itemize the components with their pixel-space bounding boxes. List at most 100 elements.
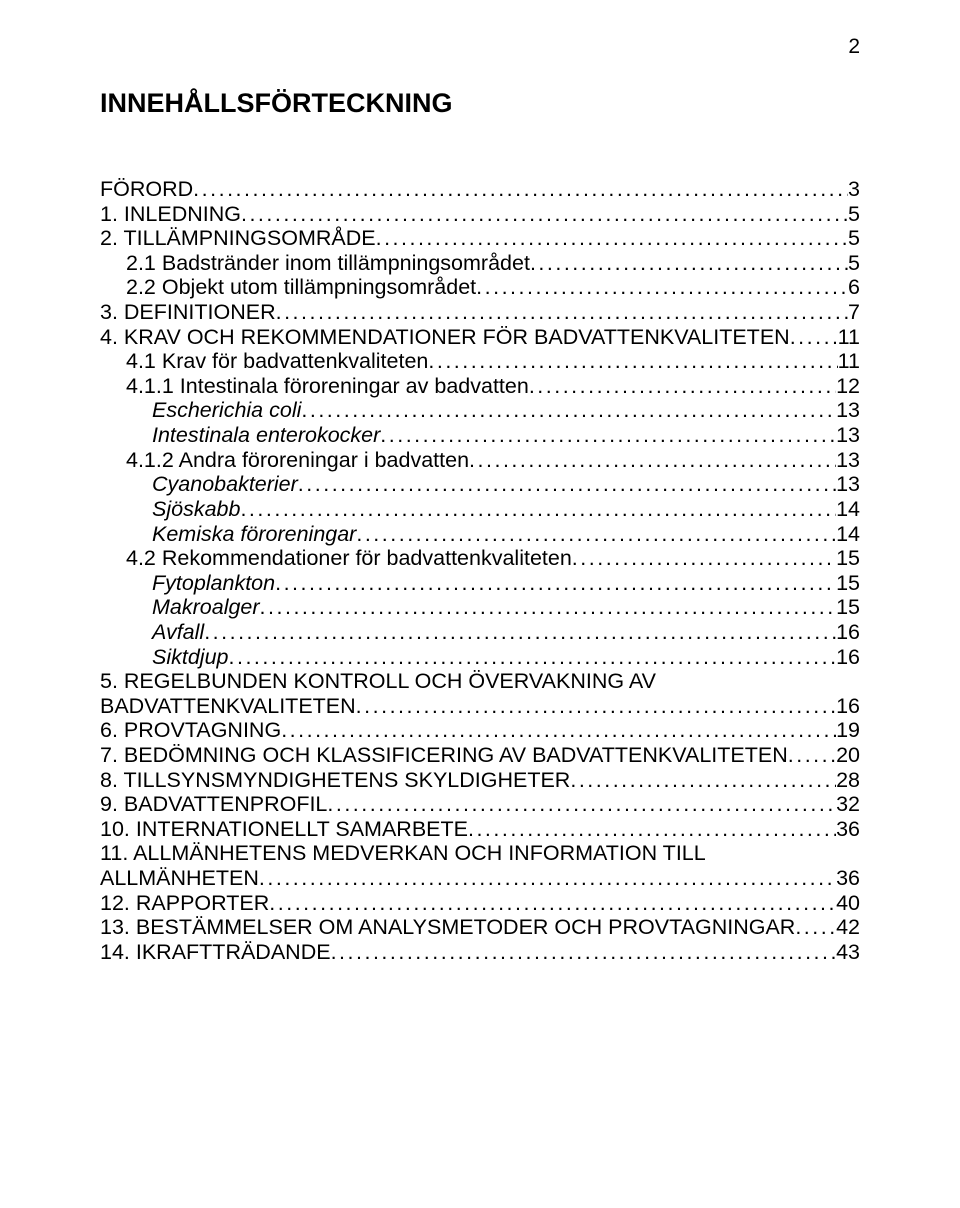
toc-entry-page: 43 xyxy=(836,940,860,965)
toc-entry: 1. INLEDNING 5 xyxy=(100,202,860,227)
toc-dot-leader xyxy=(301,398,836,423)
toc-entry: 13. BESTÄMMELSER OM ANALYSMETODER OCH PR… xyxy=(100,915,860,940)
toc-entry: 10. INTERNATIONELLT SAMARBETE 36 xyxy=(100,817,860,842)
toc-entry-label: Makroalger xyxy=(100,595,260,620)
toc-entry: Escherichia coli13 xyxy=(100,398,860,423)
toc-entry: 4.2 Rekommendationer för badvattenkvalit… xyxy=(100,546,860,571)
toc-entry-page: 19 xyxy=(836,718,860,743)
toc-dot-leader xyxy=(380,423,836,448)
toc-entry-page: 3 xyxy=(848,177,860,202)
toc-dot-leader xyxy=(204,620,836,645)
toc-entry-page: 40 xyxy=(836,891,860,916)
toc-dot-leader xyxy=(241,202,848,227)
toc-entry-label: 9. BADVATTENPROFIL xyxy=(100,792,327,817)
toc-entry: 4.1.1 Intestinala föroreningar av badvat… xyxy=(100,374,860,399)
toc-entry: BADVATTENKVALITETEN16 xyxy=(100,694,860,719)
toc-dot-leader xyxy=(240,497,836,522)
toc-entry-label: 12. RAPPORTER xyxy=(100,891,269,916)
toc-entry-page: 16 xyxy=(836,645,860,670)
toc-entry: Sjöskabb14 xyxy=(100,497,860,522)
toc-entry-page: 15 xyxy=(836,595,860,620)
toc-entry: 9. BADVATTENPROFIL 32 xyxy=(100,792,860,817)
toc-entry: 14. IKRAFTTRÄDANDE 43 xyxy=(100,940,860,965)
toc-dot-leader xyxy=(570,768,836,793)
toc-entry-label: 7. BEDÖMNING OCH KLASSIFICERING AV BADVA… xyxy=(100,743,788,768)
toc-entry: 4.1 Krav för badvattenkvaliteten11 xyxy=(100,349,860,374)
toc-entry-label: 2. TILLÄMPNINGSOMRÅDE xyxy=(100,226,376,251)
toc-entry: Kemiska föroreningar 14 xyxy=(100,522,860,547)
toc-dot-leader xyxy=(331,940,837,965)
toc-entry-page: 14 xyxy=(836,497,860,522)
toc-entry: 2.1 Badstränder inom tillämpningsområdet… xyxy=(100,251,860,276)
toc-entry-page: 20 xyxy=(836,743,860,768)
toc-entry-label: 8. TILLSYNSMYNDIGHETENS SKYLDIGHETER xyxy=(100,768,570,793)
toc-entry: 2.2 Objekt utom tillämpningsområdet 6 xyxy=(100,275,860,300)
toc-entry: Makroalger 15 xyxy=(100,595,860,620)
toc-entry-page: 15 xyxy=(836,546,860,571)
toc-entry-label: FÖRORD xyxy=(100,177,193,202)
toc-entry-label: Kemiska föroreningar xyxy=(100,522,356,547)
toc-entry-page: 5 xyxy=(848,202,860,227)
toc-entry: 4. KRAV OCH REKOMMENDATIONER FÖR BADVATT… xyxy=(100,325,860,350)
toc-dot-leader xyxy=(529,374,836,399)
toc-entry: 4.1.2 Andra föroreningar i badvatten13 xyxy=(100,448,860,473)
toc-entry-page: 36 xyxy=(836,866,860,891)
toc-entry-label: 10. INTERNATIONELLT SAMARBETE xyxy=(100,817,468,842)
toc-dot-leader xyxy=(281,718,836,743)
toc-entry-label: 4.1.1 Intestinala föroreningar av badvat… xyxy=(100,374,529,399)
toc-dot-leader xyxy=(229,645,837,670)
toc-dot-leader xyxy=(275,571,836,596)
toc-entry-label: Cyanobakterier xyxy=(100,472,298,497)
toc-entry-page: 15 xyxy=(836,571,860,596)
toc-entry: Cyanobakterier 13 xyxy=(100,472,860,497)
toc-entry: 7. BEDÖMNING OCH KLASSIFICERING AV BADVA… xyxy=(100,743,860,768)
toc-dot-leader xyxy=(260,595,837,620)
toc-entry-label: 6. PROVTAGNING xyxy=(100,718,281,743)
toc-entry-label: Fytoplankton xyxy=(100,571,275,596)
toc-entry-label: 5. REGELBUNDEN KONTROLL OCH ÖVERVAKNING … xyxy=(100,669,656,694)
toc-entry-page: 36 xyxy=(836,817,860,842)
toc-entry: 6. PROVTAGNING 19 xyxy=(100,718,860,743)
toc-dot-leader xyxy=(259,866,836,891)
toc-dot-leader xyxy=(795,915,836,940)
toc-entry: 8. TILLSYNSMYNDIGHETENS SKYLDIGHETER28 xyxy=(100,768,860,793)
toc-title: INNEHÅLLSFÖRTECKNING xyxy=(100,88,860,119)
toc-entry-page: 6 xyxy=(848,275,860,300)
toc-dot-leader xyxy=(356,694,836,719)
toc-entry-label: 14. IKRAFTTRÄDANDE xyxy=(100,940,331,965)
toc-dot-leader xyxy=(298,472,836,497)
toc-dot-leader xyxy=(468,817,836,842)
toc-entry-page: 42 xyxy=(836,915,860,940)
toc-entry-label: 13. BESTÄMMELSER OM ANALYSMETODER OCH PR… xyxy=(100,915,795,940)
toc-entry-page: 7 xyxy=(848,300,860,325)
toc-entry: 12. RAPPORTER 40 xyxy=(100,891,860,916)
toc-entry: Siktdjup16 xyxy=(100,645,860,670)
toc-entry-page: 14 xyxy=(836,522,860,547)
toc-entry: Fytoplankton 15 xyxy=(100,571,860,596)
page-number: 2 xyxy=(848,35,860,59)
toc-entry-page: 12 xyxy=(836,374,860,399)
toc-dot-leader xyxy=(356,522,836,547)
toc-entry-page: 13 xyxy=(836,472,860,497)
toc-entry-label: BADVATTENKVALITETEN xyxy=(100,694,356,719)
toc-entry-page: 5 xyxy=(848,251,860,276)
toc-entry-page: 5 xyxy=(848,226,860,251)
toc-entry-label: 1. INLEDNING xyxy=(100,202,241,227)
toc-entry: 2. TILLÄMPNINGSOMRÅDE 5 xyxy=(100,226,860,251)
toc-entry-page: 32 xyxy=(836,792,860,817)
toc-entry-label: 4.1.2 Andra föroreningar i badvatten xyxy=(100,448,469,473)
toc-entry-label: Intestinala enterokocker xyxy=(100,423,380,448)
toc-dot-leader xyxy=(788,743,836,768)
toc-dot-leader xyxy=(327,792,836,817)
toc-dot-leader xyxy=(428,349,837,374)
toc-dot-leader xyxy=(376,226,848,251)
toc-entry-label: 11. ALLMÄNHETENS MEDVERKAN OCH INFORMATI… xyxy=(100,841,706,866)
toc-dot-leader xyxy=(790,325,838,350)
toc-entry-label: 2.2 Objekt utom tillämpningsområdet xyxy=(100,275,476,300)
toc-entry-label: ALLMÄNHETEN xyxy=(100,866,259,891)
toc-entry-page: 11 xyxy=(838,325,860,350)
toc-entry-label: 2.1 Badstränder inom tillämpningsområdet xyxy=(100,251,530,276)
toc-dot-leader xyxy=(193,177,848,202)
toc-entry-label: 4.2 Rekommendationer för badvattenkvalit… xyxy=(100,546,572,571)
toc-dot-leader xyxy=(572,546,836,571)
